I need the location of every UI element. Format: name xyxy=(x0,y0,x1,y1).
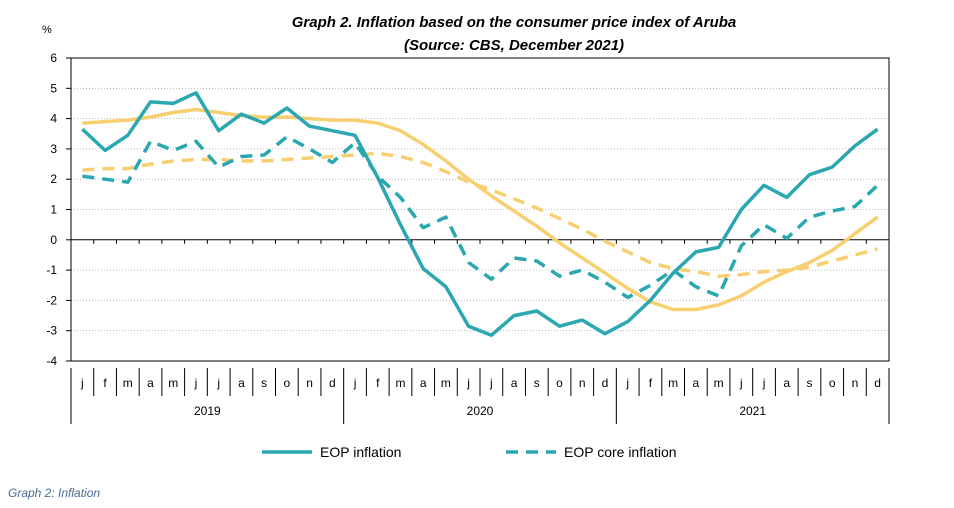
x-month-label: j xyxy=(489,376,493,390)
x-month-label: o xyxy=(829,376,836,390)
x-month-label: m xyxy=(441,376,451,390)
x-month-label: j xyxy=(762,376,766,390)
series-line-average-core-inflation xyxy=(82,151,879,278)
x-year-label: 2020 xyxy=(467,404,494,418)
x-month-label: f xyxy=(376,376,380,390)
y-tick-label: -2 xyxy=(46,293,57,307)
x-month-label: m xyxy=(395,376,405,390)
x-month-label: s xyxy=(806,376,812,390)
x-month-label: j xyxy=(353,376,357,390)
y-tick-label: 6 xyxy=(50,51,57,65)
x-month-label: j xyxy=(466,376,470,390)
legend-label: EOP inflation xyxy=(320,444,401,460)
x-month-label: o xyxy=(284,376,291,390)
y-tick-label: 5 xyxy=(50,81,57,95)
grid-lines xyxy=(71,57,889,362)
x-month-label: n xyxy=(579,376,586,390)
x-month-label: s xyxy=(261,376,267,390)
x-month-label: m xyxy=(714,376,724,390)
x-month-label: a xyxy=(693,376,700,390)
figure-caption: Graph 2: Inflation xyxy=(8,486,101,500)
y-tick-label: 3 xyxy=(50,142,57,156)
x-month-label: o xyxy=(556,376,563,390)
x-month-label: a xyxy=(147,376,154,390)
legend: EOP inflation EOP core inflation xyxy=(262,444,677,460)
y-tick-label: -3 xyxy=(46,324,57,338)
x-month-label: j xyxy=(194,376,198,390)
x-month-label: m xyxy=(168,376,178,390)
x-year-label: 2019 xyxy=(194,404,221,418)
x-month-label: s xyxy=(534,376,540,390)
y-tick-labels: 6 5 4 3 2 1 0 -1 -2 -3 -4 xyxy=(46,51,57,368)
y-tick-label: 4 xyxy=(50,112,57,126)
x-month-label: d xyxy=(602,376,609,390)
series-lines xyxy=(81,91,879,337)
legend-label: EOP core inflation xyxy=(564,444,677,460)
x-month-label: a xyxy=(238,376,245,390)
series-line-eop-core-inflation xyxy=(82,135,879,300)
x-month-label: j xyxy=(216,376,220,390)
y-axis-unit: % xyxy=(42,24,52,36)
series-line-eop-inflation xyxy=(81,91,879,337)
y-tick-label: -4 xyxy=(46,354,57,368)
x-month-label: a xyxy=(420,376,427,390)
x-month-label: f xyxy=(649,376,653,390)
x-month-label: j xyxy=(625,376,629,390)
x-month-label: n xyxy=(852,376,859,390)
x-month-label: m xyxy=(123,376,133,390)
x-month-label: a xyxy=(511,376,518,390)
y-tick-label: -1 xyxy=(46,263,57,277)
x-month-label: a xyxy=(783,376,790,390)
x-month-label: m xyxy=(668,376,678,390)
y-tick-label: 0 xyxy=(50,233,57,247)
chart-title: Graph 2. Inflation based on the consumer… xyxy=(292,14,737,31)
x-axis-months: j f m a m j j a s o n d j f m a m j j a s o n d j f m a m j j a s o n d2019… xyxy=(70,368,890,424)
chart-subtitle: (Source: CBS, December 2021) xyxy=(404,37,624,54)
x-month-label: f xyxy=(103,376,107,390)
y-tick-label: 1 xyxy=(50,203,57,217)
x-month-label: j xyxy=(739,376,743,390)
x-year-label: 2021 xyxy=(739,404,766,418)
x-month-label: d xyxy=(874,376,881,390)
y-tick-label: 2 xyxy=(50,172,57,186)
axes xyxy=(66,57,890,362)
x-month-label: j xyxy=(80,376,84,390)
x-month-label: n xyxy=(306,376,313,390)
x-month-label: d xyxy=(329,376,336,390)
